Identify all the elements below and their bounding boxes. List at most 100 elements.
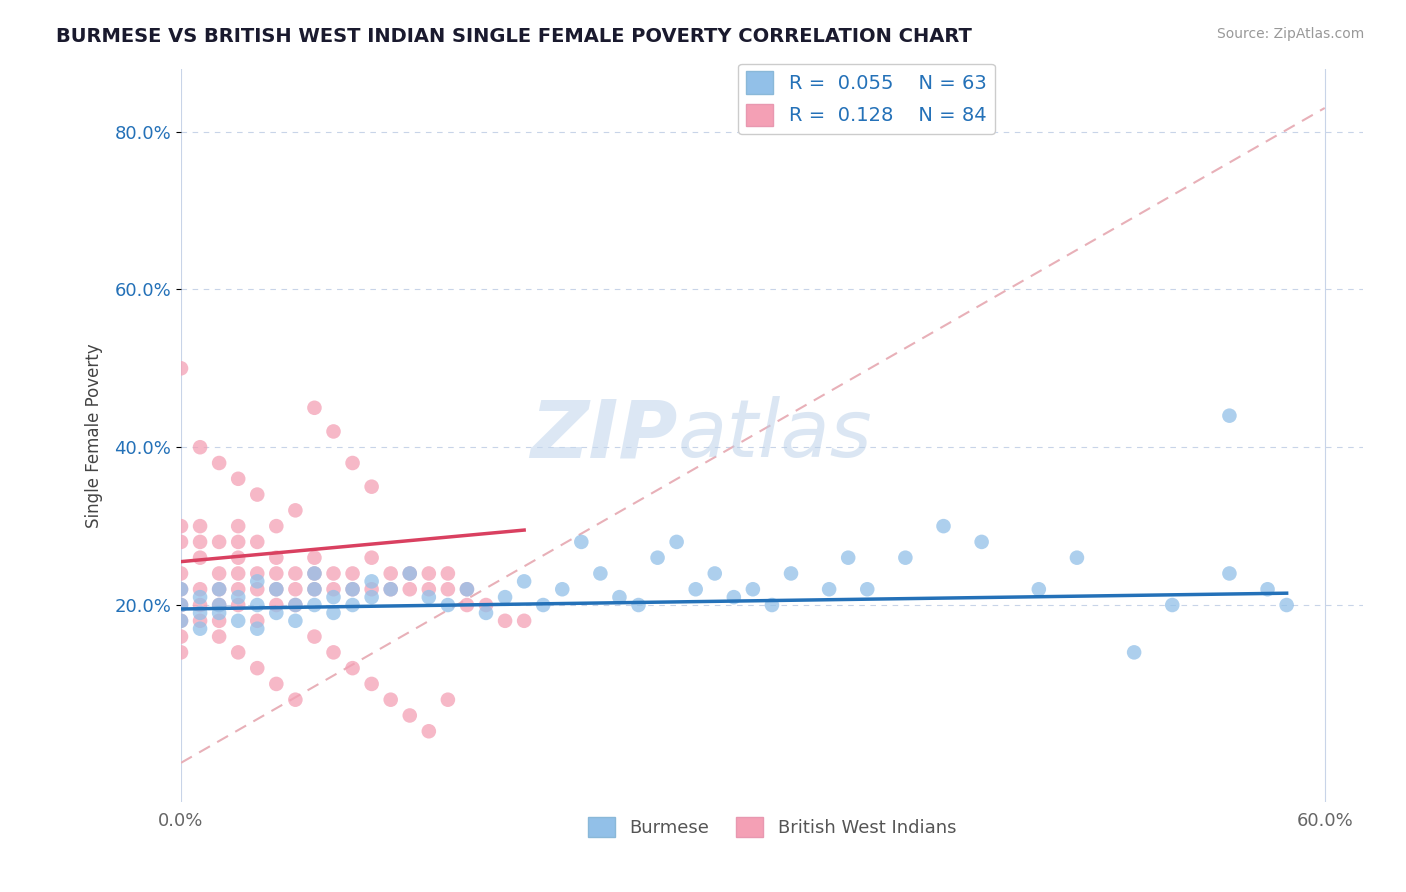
Point	[360, 582, 382, 597]
Point	[266, 606, 288, 620]
Point	[665, 535, 688, 549]
Point	[322, 645, 344, 659]
Point	[284, 582, 307, 597]
Point	[894, 550, 917, 565]
Point	[723, 590, 745, 604]
Point	[494, 590, 516, 604]
Point	[569, 535, 592, 549]
Text: ZIP: ZIP	[530, 396, 678, 475]
Point	[226, 598, 249, 612]
Point	[380, 582, 402, 597]
Text: BURMESE VS BRITISH WEST INDIAN SINGLE FEMALE POVERTY CORRELATION CHART: BURMESE VS BRITISH WEST INDIAN SINGLE FE…	[56, 27, 972, 45]
Point	[322, 582, 344, 597]
Point	[856, 582, 879, 597]
Point	[1275, 598, 1298, 612]
Point	[761, 598, 783, 612]
Point	[170, 566, 193, 581]
Point	[266, 519, 288, 533]
Point	[703, 566, 725, 581]
Point	[970, 535, 993, 549]
Point	[398, 566, 420, 581]
Y-axis label: Single Female Poverty: Single Female Poverty	[86, 343, 103, 528]
Point	[1123, 645, 1146, 659]
Point	[304, 630, 326, 644]
Point	[418, 566, 440, 581]
Point	[437, 566, 460, 581]
Point	[609, 590, 631, 604]
Point	[170, 361, 193, 376]
Point	[170, 582, 193, 597]
Point	[380, 582, 402, 597]
Point	[551, 582, 574, 597]
Point	[284, 566, 307, 581]
Point	[246, 535, 269, 549]
Point	[360, 550, 382, 565]
Point	[360, 574, 382, 589]
Point	[418, 590, 440, 604]
Point	[475, 598, 498, 612]
Point	[208, 598, 231, 612]
Point	[932, 519, 955, 533]
Point	[456, 582, 478, 597]
Point	[246, 582, 269, 597]
Point	[246, 574, 269, 589]
Point	[475, 606, 498, 620]
Point	[741, 582, 763, 597]
Point	[284, 598, 307, 612]
Point	[246, 566, 269, 581]
Point	[208, 614, 231, 628]
Point	[266, 566, 288, 581]
Point	[208, 598, 231, 612]
Point	[437, 598, 460, 612]
Point	[170, 519, 193, 533]
Point	[1161, 598, 1184, 612]
Point	[246, 487, 269, 501]
Point	[1066, 550, 1088, 565]
Point	[418, 724, 440, 739]
Point	[266, 582, 288, 597]
Point	[266, 582, 288, 597]
Point	[531, 598, 554, 612]
Point	[188, 622, 211, 636]
Point	[170, 598, 193, 612]
Point	[1257, 582, 1279, 597]
Point	[1218, 409, 1240, 423]
Point	[208, 630, 231, 644]
Point	[304, 550, 326, 565]
Point	[304, 582, 326, 597]
Point	[208, 456, 231, 470]
Point	[246, 661, 269, 675]
Point	[322, 590, 344, 604]
Point	[780, 566, 803, 581]
Point	[266, 598, 288, 612]
Point	[1218, 566, 1240, 581]
Point	[304, 401, 326, 415]
Point	[437, 582, 460, 597]
Point	[304, 598, 326, 612]
Point	[360, 590, 382, 604]
Point	[398, 708, 420, 723]
Point	[188, 519, 211, 533]
Point	[170, 645, 193, 659]
Point	[188, 582, 211, 597]
Point	[208, 606, 231, 620]
Point	[266, 550, 288, 565]
Point	[266, 677, 288, 691]
Point	[170, 582, 193, 597]
Point	[513, 614, 536, 628]
Point	[418, 582, 440, 597]
Point	[226, 472, 249, 486]
Point	[226, 550, 249, 565]
Point	[304, 582, 326, 597]
Point	[226, 535, 249, 549]
Point	[226, 566, 249, 581]
Point	[589, 566, 612, 581]
Point	[1028, 582, 1050, 597]
Point	[342, 582, 364, 597]
Point	[342, 598, 364, 612]
Point	[322, 606, 344, 620]
Point	[188, 550, 211, 565]
Point	[170, 614, 193, 628]
Point	[304, 566, 326, 581]
Point	[188, 598, 211, 612]
